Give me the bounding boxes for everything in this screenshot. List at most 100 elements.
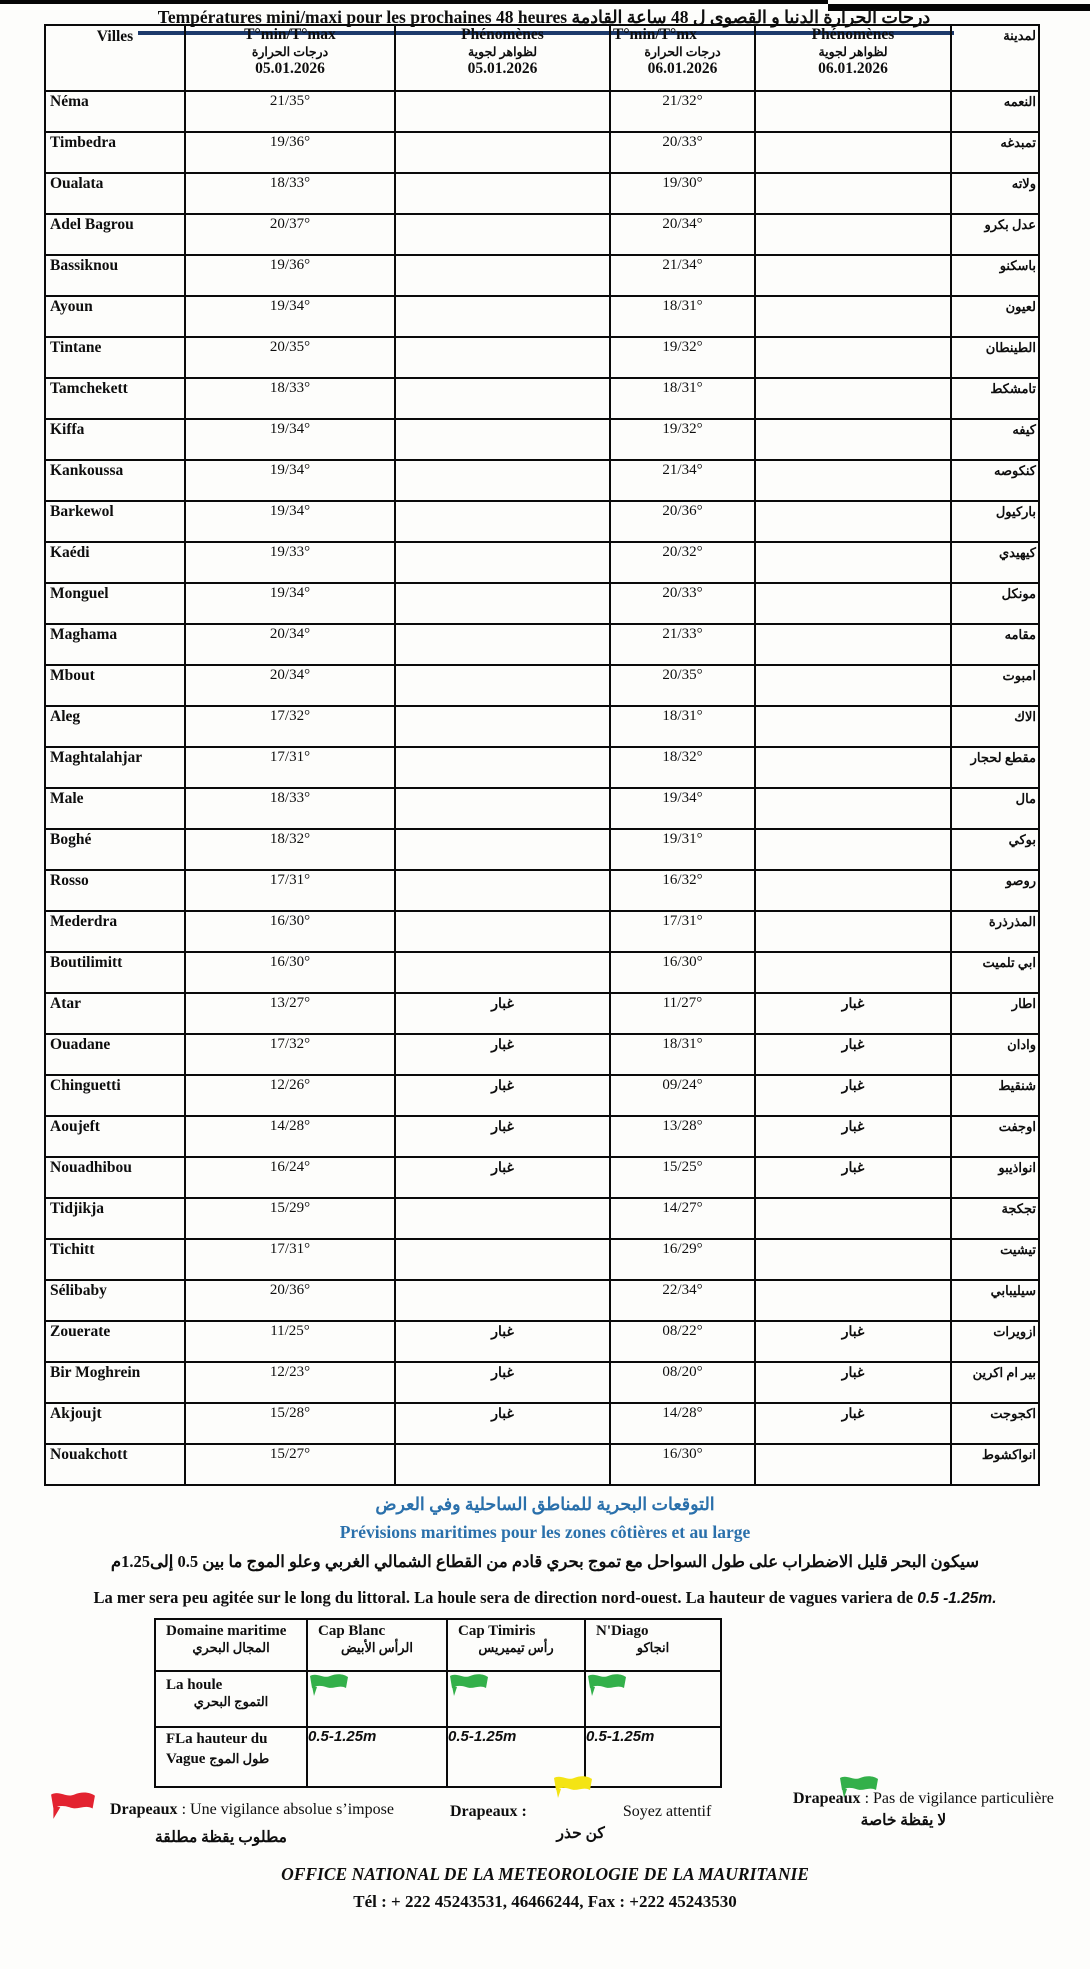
phenomena-day2 — [754, 377, 952, 420]
temp-day2: 18/31° — [609, 377, 756, 420]
temp-day2: 20/35° — [609, 664, 756, 707]
organization-name: OFFICE NATIONAL DE LA METEOROLOGIE DE LA… — [281, 1864, 809, 1884]
temp-day2: 15/25° — [609, 1156, 756, 1199]
phenomena-day1 — [394, 541, 611, 584]
table-row: Zouerate 11/25° غبار 08/22° غبار ازويرات — [44, 1320, 1040, 1363]
yellow-flag-icon — [551, 1774, 595, 1805]
legend-red-text: : Une vigilance absolue s’impose — [181, 1801, 394, 1818]
phenomena-day1 — [394, 1443, 611, 1486]
phenomena-day2 — [754, 254, 952, 297]
temp-day2: 18/32° — [609, 746, 756, 789]
temp-day2: 21/34° — [609, 459, 756, 502]
temp-day1: 20/35° — [184, 336, 396, 379]
temp-day2: 17/31° — [609, 910, 756, 953]
temp-day2: 21/32° — [609, 90, 756, 133]
phenomena-day1 — [394, 582, 611, 625]
city-name: Kiffa — [44, 418, 186, 461]
city-name: Mbout — [44, 664, 186, 707]
temperature-table-header-row: Villes T°min/T°max درجات الحرارة 05.01.2… — [44, 24, 1040, 92]
city-name-arabic: ابي تلميت — [950, 951, 1040, 994]
table-row: Bassiknou 19/36° 21/34° باسكنو — [44, 254, 1040, 297]
table-row: Boghé 18/32° 19/31° بوكي — [44, 828, 1040, 871]
phenomena-day2: غبار — [754, 1320, 952, 1363]
table-row: Atar 13/27° غبار 11/27° غبار اطار — [44, 992, 1040, 1035]
phenomena-day2: غبار — [754, 1115, 952, 1158]
phenomena-day2 — [754, 869, 952, 912]
column-header-tmin-tmax-day2: T°min/T°mx درجات الحرارة 06.01.2026 — [609, 24, 756, 92]
phenomena-day2 — [754, 1443, 952, 1486]
legend-green-text: : Pas de vigilance particulière — [864, 1790, 1054, 1807]
temp-day2: 14/28° — [609, 1402, 756, 1445]
city-name-arabic: اكجوجت — [950, 1402, 1040, 1445]
city-name-arabic: مقامه — [950, 623, 1040, 666]
city-name-arabic: اوجفت — [950, 1115, 1040, 1158]
temp-day1: 17/31° — [184, 1238, 396, 1281]
temp-day1: 17/31° — [184, 869, 396, 912]
phenomena-day1 — [394, 172, 611, 215]
phenomena-day2: غبار — [754, 1156, 952, 1199]
phenomena-day2 — [754, 90, 952, 133]
city-name: Kaédi — [44, 541, 186, 584]
city-name: Sélibaby — [44, 1279, 186, 1322]
city-name-arabic: الاك — [950, 705, 1040, 748]
temp-day1: 18/33° — [184, 377, 396, 420]
temp-day2: 20/34° — [609, 213, 756, 256]
wave-height-cap-blanc: 0.5-1.25m — [306, 1726, 448, 1788]
city-name-arabic: تامشكط — [950, 377, 1040, 420]
table-row: Nouakchott 15/27° 16/30° انواكشوط — [44, 1443, 1040, 1486]
temp-day2: 20/33° — [609, 131, 756, 174]
city-name: Rosso — [44, 869, 186, 912]
table-row: Boutilimitt 16/30° 16/30° ابي تلميت — [44, 951, 1040, 994]
green-flag-icon — [309, 1673, 350, 1703]
city-name-arabic: تيشيت — [950, 1238, 1040, 1281]
column-header-phenomenes-day2: Phénomènes لظواهر لجوية 06.01.2026 — [754, 24, 952, 92]
phenomena-day2 — [754, 336, 952, 379]
phenomena-day1 — [394, 705, 611, 748]
table-row: Adel Bagrou 20/37° 20/34° عدل بكرو — [44, 213, 1040, 256]
city-name: Mederdra — [44, 910, 186, 953]
legend-red-label: Drapeaux — [110, 1801, 178, 1818]
phenomena-day1 — [394, 1197, 611, 1240]
phenomena-day1 — [394, 623, 611, 666]
temp-day2: 20/33° — [609, 582, 756, 625]
phenomena-day2 — [754, 459, 952, 502]
contact-phone-fax: Tél : + 222 45243531, 46466244, Fax : +2… — [353, 1892, 737, 1911]
city-name: Timbedra — [44, 131, 186, 174]
legend-yellow-arabic: كن حذر — [556, 1825, 605, 1842]
temp-day1: 19/34° — [184, 418, 396, 461]
city-name-arabic: لعيون — [950, 295, 1040, 338]
city-name-arabic: مونكل — [950, 582, 1040, 625]
temp-day2: 18/31° — [609, 705, 756, 748]
city-name-arabic: انواكشوط — [950, 1443, 1040, 1486]
city-name-arabic: المذرذرة — [950, 910, 1040, 953]
phenomena-day1 — [394, 1279, 611, 1322]
phenomena-day1: غبار — [394, 1074, 611, 1117]
legend-yellow-flag-item: Drapeaux : Soyez attentif كن حذر — [450, 1776, 711, 1843]
phenomena-day1: غبار — [394, 1033, 611, 1076]
phenomena-day2 — [754, 1197, 952, 1240]
maritime-col-cap-timiris: Cap Timiris رأس تيميريس — [446, 1618, 586, 1672]
temp-day1: 17/31° — [184, 746, 396, 789]
phenomena-day1 — [394, 377, 611, 420]
city-name: Aoujeft — [44, 1115, 186, 1158]
phenomena-day2 — [754, 828, 952, 871]
temp-day1: 12/23° — [184, 1361, 396, 1404]
maritime-heading-french: Prévisions maritimes pour les zones côti… — [339, 1522, 751, 1542]
table-row: Maghama 20/34° 21/33° مقامه — [44, 623, 1040, 666]
temp-day1: 17/32° — [184, 705, 396, 748]
city-name-arabic: تمبدغه — [950, 131, 1040, 174]
phenomena-day1 — [394, 1238, 611, 1281]
temp-day1: 18/33° — [184, 787, 396, 830]
phenomena-day1 — [394, 500, 611, 543]
legend-red-arabic: مطلوب يقظة مطلقة — [154, 1829, 287, 1846]
temp-day2: 21/33° — [609, 623, 756, 666]
phenomena-day2 — [754, 787, 952, 830]
houle-cap-timiris-cell — [446, 1670, 586, 1728]
temp-day2: 08/20° — [609, 1361, 756, 1404]
temp-day1: 18/33° — [184, 172, 396, 215]
city-name: Adel Bagrou — [44, 213, 186, 256]
temp-day1: 11/25° — [184, 1320, 396, 1363]
phenomena-day1 — [394, 336, 611, 379]
city-name-arabic: امبوت — [950, 664, 1040, 707]
city-name: Nouakchott — [44, 1443, 186, 1486]
